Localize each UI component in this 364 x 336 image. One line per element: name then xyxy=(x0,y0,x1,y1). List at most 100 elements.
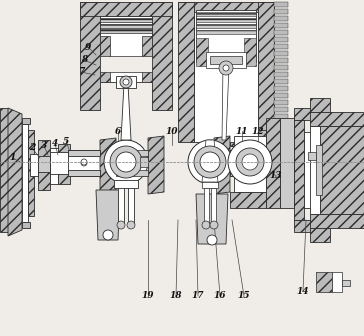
Bar xyxy=(140,157,148,167)
Bar xyxy=(230,170,266,176)
Bar xyxy=(342,280,350,286)
Bar xyxy=(68,150,100,176)
Polygon shape xyxy=(100,138,116,192)
Bar xyxy=(266,118,280,208)
Circle shape xyxy=(194,146,226,178)
Bar xyxy=(332,272,342,292)
Bar xyxy=(22,124,28,222)
Bar xyxy=(196,38,208,66)
Text: 14: 14 xyxy=(297,287,309,295)
Polygon shape xyxy=(0,108,8,232)
Bar xyxy=(178,2,194,142)
Bar xyxy=(320,126,364,214)
Text: 13: 13 xyxy=(270,171,282,180)
Bar xyxy=(128,182,134,224)
Bar xyxy=(274,128,288,133)
Bar xyxy=(274,86,288,91)
Bar xyxy=(310,228,330,242)
Bar xyxy=(106,60,146,68)
Circle shape xyxy=(200,152,220,172)
Bar xyxy=(230,130,266,146)
Circle shape xyxy=(210,221,218,229)
Bar xyxy=(204,188,209,224)
Circle shape xyxy=(81,159,87,165)
Circle shape xyxy=(81,160,87,166)
Polygon shape xyxy=(148,136,164,194)
Polygon shape xyxy=(202,140,218,182)
Bar xyxy=(114,180,138,188)
Bar xyxy=(294,220,320,232)
Circle shape xyxy=(242,154,258,170)
Bar xyxy=(28,130,34,216)
Circle shape xyxy=(228,140,272,184)
Bar xyxy=(310,214,364,228)
Bar xyxy=(274,44,288,49)
Bar xyxy=(280,118,294,208)
Bar xyxy=(274,107,288,112)
Bar xyxy=(22,118,30,124)
Circle shape xyxy=(219,61,233,75)
Bar xyxy=(230,192,266,208)
Circle shape xyxy=(117,221,125,229)
Bar xyxy=(30,154,38,176)
Bar xyxy=(80,2,172,16)
Circle shape xyxy=(236,148,264,176)
Circle shape xyxy=(207,235,217,245)
Bar xyxy=(196,18,256,22)
Circle shape xyxy=(110,146,142,178)
Bar xyxy=(58,144,70,184)
Circle shape xyxy=(202,221,210,229)
Bar xyxy=(116,170,148,176)
Bar xyxy=(68,170,100,176)
Bar xyxy=(294,108,320,120)
Bar xyxy=(178,2,274,14)
Bar xyxy=(304,132,320,208)
Bar xyxy=(310,112,364,126)
Bar xyxy=(274,23,288,28)
Bar xyxy=(274,16,288,21)
Polygon shape xyxy=(196,194,228,244)
Bar xyxy=(50,148,58,184)
Text: 3: 3 xyxy=(41,141,47,151)
Circle shape xyxy=(104,140,148,184)
Bar xyxy=(310,98,330,112)
Bar xyxy=(100,56,152,72)
Bar xyxy=(316,145,322,195)
Bar xyxy=(274,65,288,70)
Text: 1: 1 xyxy=(10,154,16,163)
Circle shape xyxy=(223,65,229,71)
Bar xyxy=(258,2,274,142)
Polygon shape xyxy=(214,136,230,194)
Bar xyxy=(116,150,148,176)
Circle shape xyxy=(123,79,129,85)
Bar xyxy=(274,9,288,14)
Circle shape xyxy=(120,76,132,88)
Text: 7: 7 xyxy=(78,68,84,77)
Bar xyxy=(308,152,316,160)
Circle shape xyxy=(188,140,232,184)
Bar xyxy=(100,18,152,22)
Bar xyxy=(38,140,50,190)
Bar xyxy=(294,120,304,220)
Bar xyxy=(196,30,256,34)
Text: 8: 8 xyxy=(81,55,87,65)
Text: 11: 11 xyxy=(236,126,248,135)
Text: 18: 18 xyxy=(170,292,182,300)
Bar xyxy=(100,36,110,82)
Text: 16: 16 xyxy=(214,292,226,300)
Bar xyxy=(274,121,288,126)
Bar xyxy=(274,30,288,35)
Bar xyxy=(38,156,50,172)
Bar xyxy=(210,56,242,64)
Bar xyxy=(274,72,288,77)
Polygon shape xyxy=(96,190,120,240)
Bar xyxy=(196,24,256,28)
Bar xyxy=(116,150,148,156)
Polygon shape xyxy=(121,84,131,140)
Text: 17: 17 xyxy=(192,292,204,300)
Text: 9: 9 xyxy=(85,42,91,51)
Bar xyxy=(274,58,288,63)
Bar xyxy=(274,114,288,119)
Bar xyxy=(68,150,100,156)
Bar xyxy=(118,182,124,224)
